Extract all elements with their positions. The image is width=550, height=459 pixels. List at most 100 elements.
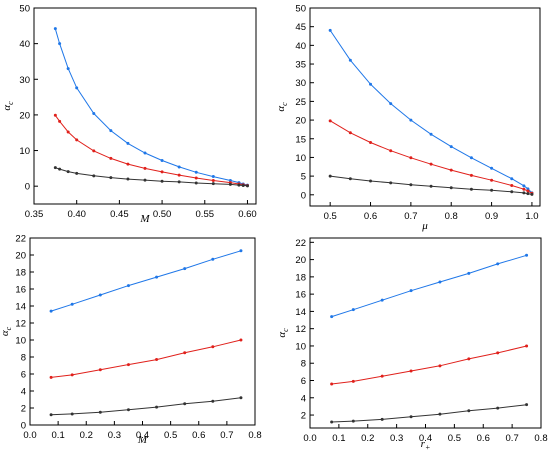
x-tick-label: 0.5 — [448, 433, 461, 444]
data-point — [330, 420, 334, 424]
y-axis-title-main: α — [0, 330, 11, 336]
data-point — [239, 249, 243, 253]
data-point — [526, 192, 530, 196]
series-2 — [330, 403, 529, 424]
data-point — [525, 253, 529, 257]
data-point — [211, 257, 215, 261]
y-tick-label: 14 — [295, 307, 306, 318]
data-point — [126, 408, 130, 412]
x-tick-label: 0.6 — [192, 430, 205, 441]
data-point — [92, 149, 96, 153]
x-tick-label: 0.2 — [80, 430, 93, 441]
data-point — [348, 131, 352, 135]
data-point — [496, 351, 500, 355]
data-point — [177, 173, 181, 177]
plot-frame — [309, 7, 541, 207]
data-point — [348, 177, 352, 181]
data-point — [510, 177, 514, 181]
x-tick-label: 0.35 — [25, 209, 44, 220]
data-point — [53, 27, 57, 31]
data-point — [160, 179, 164, 183]
data-point — [530, 192, 534, 196]
x-axis-title-subscript: + — [425, 443, 430, 452]
y-axis-title-main: α — [1, 105, 13, 111]
data-point — [126, 363, 130, 367]
plot-frame — [29, 237, 256, 426]
data-point — [98, 293, 102, 297]
data-point — [228, 182, 232, 186]
x-tick-label: 0.8 — [534, 433, 547, 444]
data-point — [467, 357, 471, 361]
data-point — [109, 156, 113, 160]
data-point — [160, 170, 164, 174]
x-tick-label: 0.45 — [110, 209, 129, 220]
x-tick-label: 0.5 — [164, 430, 177, 441]
y-axis-title-main: α — [275, 106, 287, 112]
series-line — [50, 250, 242, 312]
data-point — [183, 351, 187, 355]
data-point — [409, 118, 413, 122]
data-point — [155, 405, 159, 409]
data-point — [389, 149, 393, 153]
data-point — [522, 191, 526, 195]
series-line — [331, 404, 527, 423]
series-2 — [53, 166, 249, 188]
y-tick-label: 2 — [301, 411, 306, 422]
data-point — [330, 315, 334, 319]
data-point — [469, 187, 473, 191]
x-tick-label: 0.60 — [238, 209, 257, 220]
data-point — [70, 373, 74, 377]
panel-top-left: 0.35 0.40 0.45 0.50 0.55 0.60 0 10 20 30 40 50 Mαc — [1, 4, 257, 226]
data-point — [241, 183, 245, 187]
x-tick-label: 0.5 — [324, 211, 337, 222]
data-point — [98, 410, 102, 414]
series-line — [331, 345, 527, 385]
x-tick-label: 0.7 — [506, 433, 519, 444]
series-0 — [328, 28, 534, 195]
x-axis-title-main: r — [421, 438, 426, 450]
x-tick-label: 0.1 — [332, 433, 345, 444]
data-point — [522, 184, 526, 188]
y-tick-label: 40 — [19, 39, 30, 50]
data-point — [49, 375, 53, 379]
x-tick-label: 0.50 — [153, 209, 172, 220]
y-tick-label: 10 — [19, 146, 30, 157]
data-point — [211, 182, 215, 186]
data-point — [526, 187, 530, 191]
plot-frame — [33, 7, 257, 205]
y-tick-label: 16 — [15, 285, 26, 296]
data-point — [409, 183, 413, 187]
data-point — [143, 166, 147, 170]
data-point — [75, 138, 79, 142]
series-line — [54, 115, 248, 186]
x-tick-label: 0.4 — [419, 433, 432, 444]
y-tick-label: 30 — [295, 78, 306, 89]
data-point — [228, 178, 232, 182]
series-line — [51, 339, 242, 378]
y-tick-label: 35 — [295, 60, 306, 71]
data-point — [194, 170, 198, 174]
y-tick-label: 16 — [295, 290, 306, 301]
y-tick-label: 20 — [15, 251, 26, 262]
series-2 — [328, 174, 534, 196]
data-point — [155, 358, 159, 362]
series-0 — [53, 27, 249, 187]
y-tick-label: 20 — [19, 110, 30, 121]
y-tick-label: 20 — [295, 255, 306, 266]
y-tick-label: 8 — [301, 359, 306, 370]
y-tick-label: 6 — [21, 370, 26, 381]
y-tick-label: 20 — [295, 116, 306, 127]
data-point — [143, 178, 147, 182]
x-axis-title-text: M — [137, 434, 148, 446]
y-axis-title-subscript: c — [6, 101, 15, 105]
y-tick-label: 25 — [295, 97, 306, 108]
data-point — [98, 368, 102, 372]
data-point — [490, 188, 494, 192]
x-tick-label: 0.8 — [248, 430, 261, 441]
series-1 — [330, 344, 529, 386]
x-tick-label: 0.1 — [52, 430, 65, 441]
y-tick-label: 0 — [301, 190, 306, 201]
data-point — [330, 382, 334, 386]
y-tick-label: 50 — [19, 4, 30, 15]
data-point — [438, 364, 442, 368]
